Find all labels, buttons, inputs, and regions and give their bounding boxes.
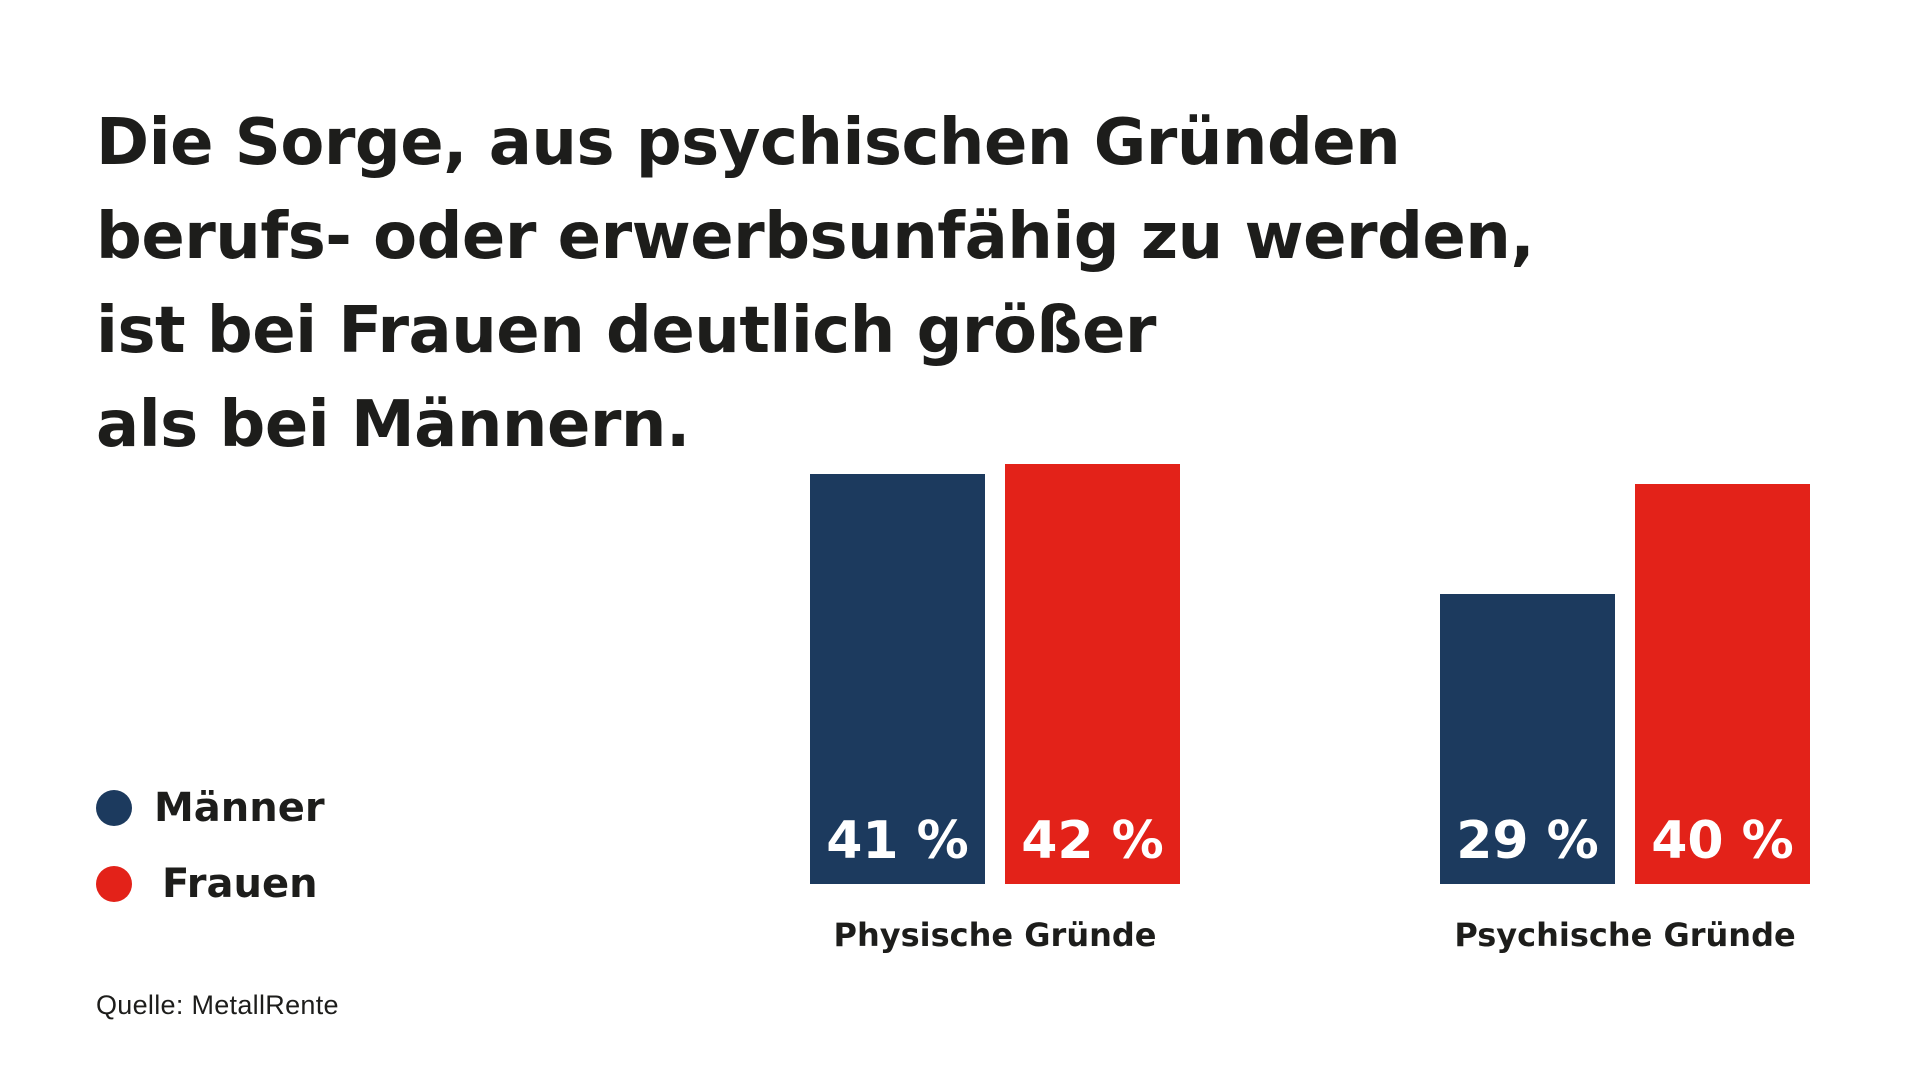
legend: Männer Frauen xyxy=(96,770,416,922)
category-label-1: Physische Gründe xyxy=(834,916,1157,954)
title-line-1: Die Sorge, aus psychischen Gründen xyxy=(96,106,1401,180)
legend-label-frauen: Frauen xyxy=(162,861,318,907)
source-note: Quelle: MetallRente xyxy=(96,990,339,1020)
bar-frauen-2 xyxy=(1635,484,1810,884)
legend-item-maenner: Männer xyxy=(96,770,416,846)
chart-title: Die Sorge, aus psychischen Gründen beruf… xyxy=(96,96,1736,472)
bar-maenner-1 xyxy=(810,474,985,884)
data-label-maenner-2: 29 % xyxy=(1456,811,1599,871)
legend-dot-maenner xyxy=(96,790,132,826)
legend-item-frauen: Frauen xyxy=(96,846,416,922)
data-label-maenner-1: 41 % xyxy=(826,811,969,871)
title-line-3: ist bei Frauen deutlich größer xyxy=(96,294,1156,368)
title-line-4: als bei Männern. xyxy=(96,388,690,462)
bar-frauen-1 xyxy=(1005,464,1180,884)
legend-dot-frauen xyxy=(96,866,132,902)
category-label-2: Psychische Gründe xyxy=(1454,916,1795,954)
data-label-frauen-1: 42 % xyxy=(1021,811,1164,871)
title-line-2: berufs- oder erwerbsunfähig zu werden, xyxy=(96,200,1535,274)
legend-label-maenner: Männer xyxy=(154,785,325,831)
data-label-frauen-2: 40 % xyxy=(1651,811,1794,871)
bar-maenner-2 xyxy=(1440,594,1615,884)
